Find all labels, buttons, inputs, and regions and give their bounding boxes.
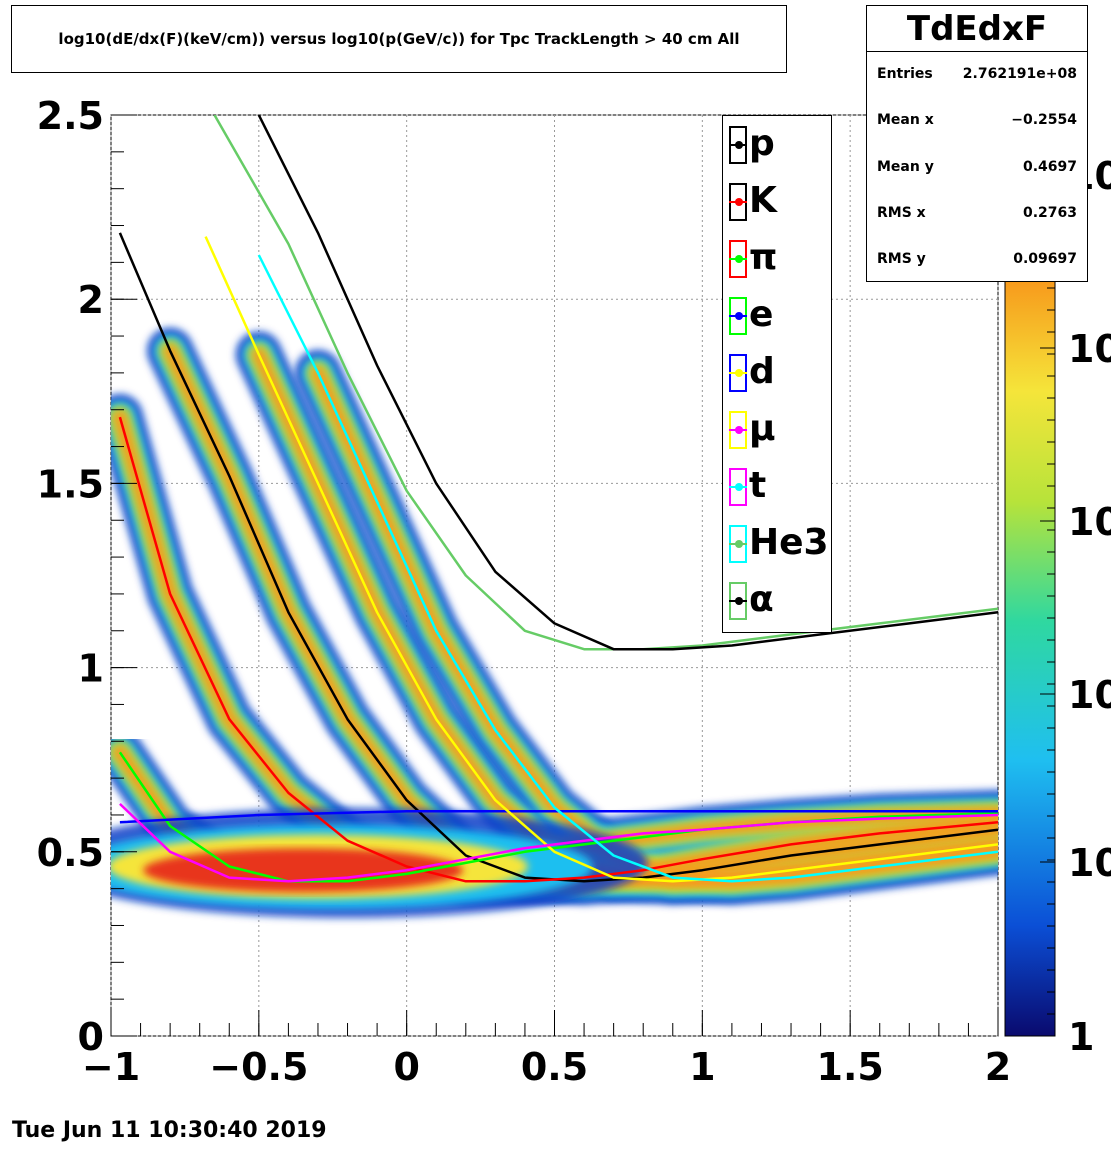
y-tick-label: 0 <box>78 1015 104 1059</box>
stats-label: Mean y <box>877 159 934 175</box>
stats-value: −0.2554 <box>1011 112 1077 128</box>
stats-row-rms-y: RMS y 0.09697 <box>877 251 1077 267</box>
legend-label: t <box>749 465 767 506</box>
legend-label: α <box>749 579 774 620</box>
curve-e <box>119 810 998 824</box>
curve-μ <box>119 802 998 883</box>
legend-marker <box>735 141 743 149</box>
legend-label: e <box>749 294 774 335</box>
legend-item: α <box>727 576 831 626</box>
datestamp: Tue Jun 11 10:30:40 2019 <box>12 1118 327 1143</box>
legend-label: K <box>749 180 777 221</box>
stats-row-mean-x: Mean x −0.2554 <box>877 112 1077 128</box>
colorbar-label: 10 <box>1068 500 1111 544</box>
legend-item: t <box>727 462 831 512</box>
legend-marker <box>735 540 743 548</box>
legend-item: d <box>727 348 831 398</box>
x-tick-label: 1 <box>689 1045 715 1089</box>
legend-item: μ <box>727 405 831 455</box>
y-tick-label: 1.5 <box>37 462 104 506</box>
stats-label: Entries <box>877 66 933 82</box>
x-tick-label: 1.5 <box>817 1045 884 1089</box>
stats-value: 2.762191e+08 <box>962 66 1077 82</box>
stats-label: RMS y <box>877 251 926 267</box>
stats-box: TdEdxF Entries 2.762191e+08 Mean x −0.25… <box>866 5 1088 282</box>
curve-p <box>118 232 998 883</box>
stats-label: RMS x <box>877 205 926 221</box>
legend-marker <box>735 198 743 206</box>
density-core-peak <box>143 848 464 893</box>
stats-row-entries: Entries 2.762191e+08 <box>877 66 1077 82</box>
legend-item: π <box>727 234 831 284</box>
x-tick-label: 2 <box>985 1045 1011 1089</box>
x-tick-label: −1 <box>82 1045 140 1089</box>
y-tick-label: 1 <box>78 647 104 691</box>
legend-marker <box>735 312 743 320</box>
legend-marker <box>735 426 743 434</box>
stats-label: Mean x <box>877 112 934 128</box>
legend-label: d <box>749 351 775 392</box>
y-tick-label: 2.5 <box>37 94 104 138</box>
y-tick-label: 0.5 <box>37 831 104 875</box>
legend-item: K <box>727 177 831 227</box>
legend-label: π <box>749 237 778 278</box>
legend-item: e <box>727 291 831 341</box>
stats-value: 0.2763 <box>1022 205 1077 221</box>
legend-label: p <box>749 123 775 164</box>
legend-marker <box>735 483 743 491</box>
legend-item: p <box>727 120 831 170</box>
stats-row-rms-x: RMS x 0.2763 <box>877 205 1077 221</box>
x-tick-label: −0.5 <box>209 1045 308 1089</box>
legend-marker <box>735 255 743 263</box>
axes: −1 −0.5 0 0.5 1 1.5 2 0 0.5 1 1.5 2 2.5 <box>37 94 1012 1089</box>
curve-α <box>257 115 998 651</box>
chart-title: log10(dE/dx(F)(keV/cm)) versus log10(p(G… <box>11 5 787 73</box>
colorbar-label: 10 <box>1068 327 1111 371</box>
legend-marker <box>735 369 743 377</box>
y-tick-label: 2 <box>78 278 104 322</box>
legend-label: He3 <box>749 522 829 563</box>
x-tick-label: 0.5 <box>521 1045 588 1089</box>
colorbar-label: 10 <box>1068 673 1111 717</box>
legend-item: He3 <box>727 519 831 569</box>
curve-K <box>118 416 998 883</box>
curve-t <box>257 254 998 883</box>
stats-value: 0.09697 <box>1013 251 1077 267</box>
legend-marker <box>735 597 743 605</box>
x-tick-label: 0 <box>393 1045 419 1089</box>
curve-d <box>204 236 998 883</box>
colorbar-label: 1 <box>1068 1015 1094 1059</box>
colorbar-label: 10 <box>1068 841 1111 885</box>
stats-row-mean-y: Mean y 0.4697 <box>877 159 1077 175</box>
histogram-name: TdEdxF <box>867 6 1087 52</box>
stats-value: 0.4697 <box>1022 159 1077 175</box>
legend-label: μ <box>749 408 776 449</box>
